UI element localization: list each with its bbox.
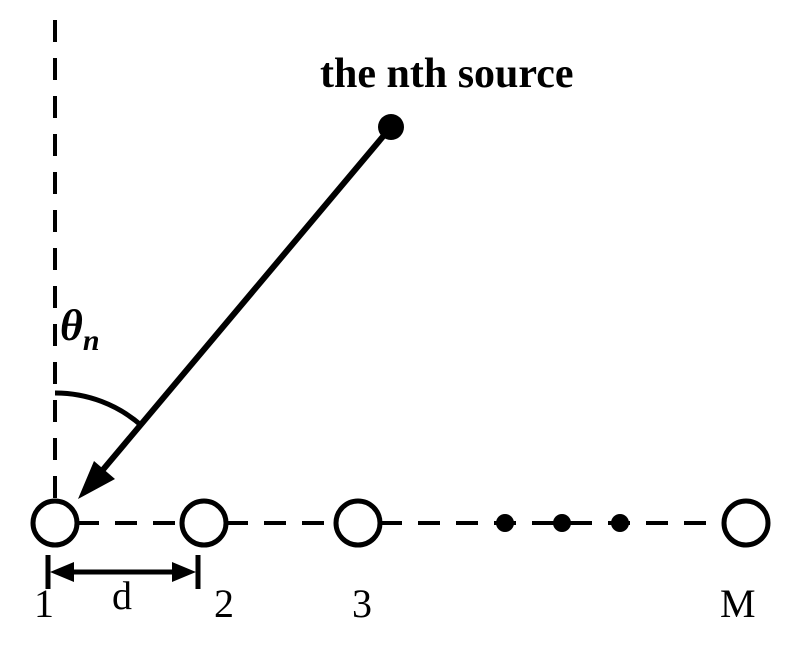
ellipsis-dot-1 bbox=[496, 514, 514, 532]
array-element-1 bbox=[33, 501, 77, 545]
source-point bbox=[378, 114, 404, 140]
element-label-2: 2 bbox=[214, 580, 234, 627]
array-geometry-diagram: the nth source θn d 1 2 3 M bbox=[0, 0, 788, 651]
ellipsis-dot-2 bbox=[553, 514, 571, 532]
array-element-3 bbox=[336, 501, 380, 545]
spacing-label: d bbox=[112, 572, 132, 619]
spacing-arrow-head-right bbox=[172, 562, 196, 582]
source-arrow-head bbox=[78, 461, 115, 499]
source-label: the nth source bbox=[320, 50, 574, 98]
angle-label: θn bbox=[60, 300, 100, 358]
theta-subscript: n bbox=[83, 324, 100, 357]
ellipsis-dot-3 bbox=[611, 514, 629, 532]
element-label-3: 3 bbox=[352, 580, 372, 627]
array-element-M bbox=[724, 501, 768, 545]
angle-arc bbox=[55, 393, 142, 426]
element-label-1: 1 bbox=[34, 580, 54, 627]
spacing-arrow-head-left bbox=[50, 562, 74, 582]
element-label-M: M bbox=[720, 580, 756, 627]
source-arrow-line bbox=[96, 127, 391, 478]
array-element-2 bbox=[182, 501, 226, 545]
theta-symbol: θ bbox=[60, 301, 83, 350]
